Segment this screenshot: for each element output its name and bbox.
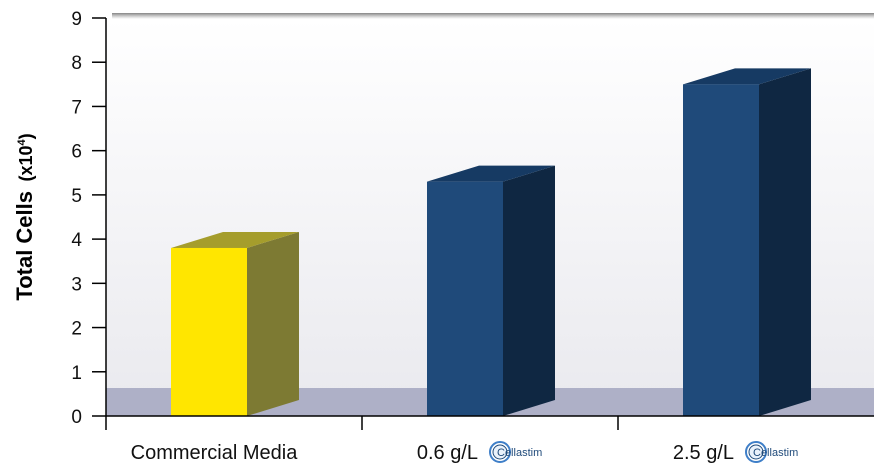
bar-top [683, 68, 811, 85]
category-labels-group: Commercial Media 0.6 g/L Cellastim 2.5 g/L C… [131, 441, 798, 464]
y-tick-label: 6 [71, 142, 82, 163]
bar [171, 247, 247, 416]
y-axis-label-close: ) [16, 133, 36, 139]
y-axis-label-main: Total Cells [12, 191, 37, 301]
cellastim-logo-ring [745, 441, 767, 463]
y-tick-label: 8 [71, 53, 82, 74]
x-category-label: 2.5 g/L [673, 442, 734, 464]
cellastim-logo-core [748, 444, 764, 460]
bars-group [171, 68, 811, 416]
y-tick-label: 1 [71, 363, 82, 384]
bar-top [171, 231, 299, 248]
x-category-label: 0.6 g/L [417, 442, 478, 464]
plot-top-border [112, 13, 874, 19]
y-tick-label: 7 [71, 97, 82, 118]
y-tick-label: 5 [71, 186, 82, 207]
bar-top [427, 165, 555, 182]
y-tick-label: 9 [71, 9, 82, 30]
y-axis-label-exponent: 4 [16, 139, 28, 146]
y-ticks-group: 0 1 2 3 4 5 6 7 8 9 [71, 9, 106, 428]
y-axis-label-unit: (x10 [16, 146, 36, 182]
cellastim-logo: Cellastim [745, 441, 798, 463]
y-tick-label: 2 [71, 319, 82, 340]
cellastim-logo-text: Cellastim [753, 447, 798, 459]
cellastim-logo-ring [489, 441, 511, 463]
bar-side [247, 231, 299, 416]
bar-side [503, 165, 555, 416]
y-axis-label: Total Cells (x104) [12, 133, 37, 300]
cellastim-logo-core [492, 444, 508, 460]
cellastim-logo: Cellastim [489, 441, 542, 463]
bar [683, 84, 759, 416]
x-ticks-group [105, 416, 619, 430]
cellastim-logo-text: Cellastim [497, 447, 542, 459]
bar-side [759, 68, 811, 416]
x-category-label: Commercial Media [131, 442, 299, 464]
y-tick-label: 3 [71, 274, 82, 295]
y-tick-label: 0 [71, 407, 82, 428]
bar [427, 181, 503, 416]
y-tick-label: 4 [71, 230, 82, 251]
